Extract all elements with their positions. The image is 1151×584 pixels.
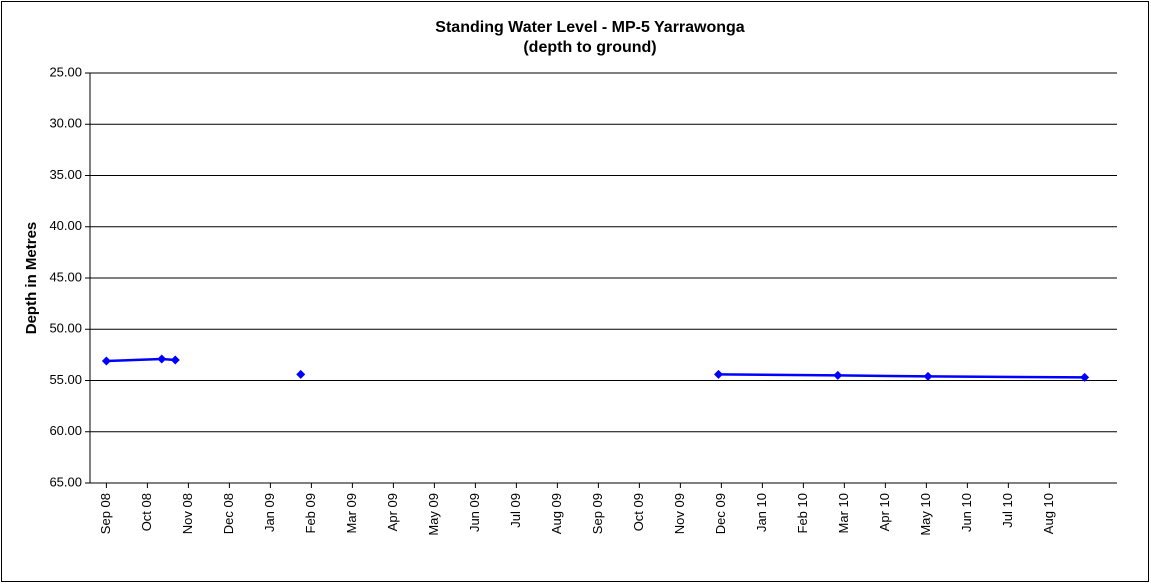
chart-title: Standing Water Level - MP-5 Yarrawonga [435,19,745,36]
x-tick-label: Jul 09 [508,493,523,528]
x-tick-label: Feb 09 [303,493,318,533]
x-tick-label: Nov 09 [672,493,687,534]
x-tick-label: Aug 10 [1041,493,1056,534]
y-tick-label: 60.00 [49,423,82,438]
x-tick-label: Oct 09 [631,493,646,531]
y-tick-label: 45.00 [49,269,82,284]
x-tick-label: Apr 09 [385,493,400,531]
y-tick-label: 40.00 [49,218,82,233]
y-tick-label: 35.00 [49,167,82,182]
y-tick-label: 50.00 [49,321,82,336]
x-tick-label: Jun 10 [959,493,974,532]
y-tick-label: 25.00 [49,64,82,79]
y-tick-label: 65.00 [49,474,82,489]
x-tick-label: Nov 08 [180,493,195,534]
y-tick-label: 55.00 [49,372,82,387]
x-tick-label: Sep 09 [590,493,605,534]
data-point [1080,372,1090,382]
y-tick-label: 30.00 [49,116,82,131]
x-tick-label: Feb 10 [795,493,810,533]
x-tick-label: Mar 09 [344,493,359,533]
x-tick-label: Aug 09 [549,493,564,534]
x-tick-label: Oct 08 [139,493,154,531]
data-point [713,369,723,379]
x-tick-label: Jun 09 [467,493,482,532]
x-tick-label: May 09 [426,493,441,536]
x-tick-label: Dec 08 [221,493,236,534]
x-tick-label: May 10 [918,493,933,536]
x-tick-label: Sep 08 [98,493,113,534]
x-tick-label: Jan 09 [262,493,277,532]
data-point [833,370,843,380]
y-axis-label: Depth in Metres [23,222,40,335]
data-point [157,354,167,364]
x-tick-label: Mar 10 [836,493,851,533]
chart-subtitle: (depth to ground) [523,39,656,56]
data-point [170,355,180,365]
x-tick-label: Jan 10 [754,493,769,532]
data-point [923,371,933,381]
x-tick-label: Jul 10 [1000,493,1015,528]
data-point [296,369,306,379]
data-point [101,356,111,366]
x-tick-label: Dec 09 [713,493,728,534]
x-tick-label: Apr 10 [877,493,892,531]
